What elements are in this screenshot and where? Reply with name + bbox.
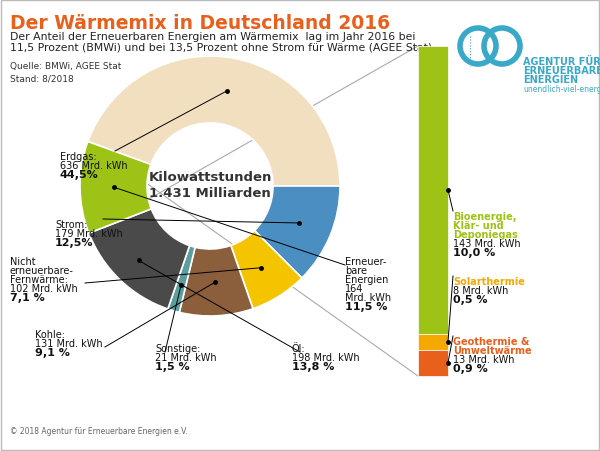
Text: 1.431 Milliarden: 1.431 Milliarden — [149, 187, 271, 200]
Wedge shape — [80, 142, 151, 234]
Wedge shape — [254, 187, 340, 278]
Wedge shape — [89, 209, 190, 309]
Bar — [418, 334, 448, 350]
Text: Solarthermie: Solarthermie — [453, 276, 525, 286]
Text: Öl:: Öl: — [292, 343, 305, 353]
Text: 7,1 %: 7,1 % — [10, 292, 45, 302]
Text: 10,0 %: 10,0 % — [453, 248, 495, 258]
Text: AGENTUR FÜR: AGENTUR FÜR — [523, 57, 600, 67]
Text: 44,5%: 44,5% — [60, 170, 99, 179]
Text: 9,1 %: 9,1 % — [35, 347, 70, 357]
Text: Erneuer-: Erneuer- — [345, 257, 386, 267]
Text: Mrd. kWh: Mrd. kWh — [345, 292, 391, 302]
Text: 13,8 %: 13,8 % — [292, 361, 334, 371]
Text: 1,5 %: 1,5 % — [155, 361, 190, 371]
Wedge shape — [231, 231, 302, 309]
Text: ERNEUERBARE: ERNEUERBARE — [523, 66, 600, 76]
Text: Der Wärmemix in Deutschland 2016: Der Wärmemix in Deutschland 2016 — [10, 14, 390, 33]
Bar — [418, 47, 448, 334]
Text: 102 Mrd. kWh: 102 Mrd. kWh — [10, 283, 78, 293]
Text: Deponiegas: Deponiegas — [453, 230, 518, 239]
Wedge shape — [168, 246, 195, 313]
Text: Fernwärme:: Fernwärme: — [10, 274, 68, 285]
Text: Quelle: BMWi, AGEE Stat
Stand: 8/2018: Quelle: BMWi, AGEE Stat Stand: 8/2018 — [10, 62, 121, 83]
Text: 198 Mrd. kWh: 198 Mrd. kWh — [292, 352, 359, 362]
Text: Energien: Energien — [345, 274, 388, 285]
Text: 12,5%: 12,5% — [55, 238, 94, 248]
Text: Strom:: Strom: — [55, 220, 88, 230]
Text: 11,5 Prozent (BMWi) und bei 13,5 Prozent ohne Strom für Wärme (AGEE Stat): 11,5 Prozent (BMWi) und bei 13,5 Prozent… — [10, 43, 432, 53]
Text: Geothermie &: Geothermie & — [453, 336, 529, 346]
Wedge shape — [88, 57, 340, 187]
Text: 164: 164 — [345, 283, 364, 293]
Text: 0,9 %: 0,9 % — [453, 363, 488, 373]
Text: Bioenergie,: Bioenergie, — [453, 212, 517, 221]
Text: Kohle:: Kohle: — [35, 329, 65, 339]
Text: 143 Mrd. kWh: 143 Mrd. kWh — [453, 239, 521, 249]
Text: 21 Mrd. kWh: 21 Mrd. kWh — [155, 352, 217, 362]
Text: Der Anteil der Erneuerbaren Energien am Wärmemix  lag im Jahr 2016 bei: Der Anteil der Erneuerbaren Energien am … — [10, 32, 415, 42]
Text: 11,5 %: 11,5 % — [345, 301, 388, 311]
Text: bare: bare — [345, 265, 367, 276]
Bar — [418, 350, 448, 376]
Text: Klär- und: Klär- und — [453, 221, 504, 230]
Wedge shape — [179, 246, 253, 316]
Text: 0,5 %: 0,5 % — [453, 295, 487, 304]
Text: Umweltwärme: Umweltwärme — [453, 345, 532, 355]
Text: Kilowattstunden: Kilowattstunden — [148, 171, 272, 184]
Text: 636 Mrd. kWh: 636 Mrd. kWh — [60, 161, 128, 170]
Text: 8 Mrd. kWh: 8 Mrd. kWh — [453, 285, 508, 295]
Text: erneuerbare-: erneuerbare- — [10, 265, 74, 276]
Text: 179 Mrd. kWh: 179 Mrd. kWh — [55, 229, 123, 239]
Text: Erdgas:: Erdgas: — [60, 152, 97, 161]
Text: 13 Mrd. kWh: 13 Mrd. kWh — [453, 354, 515, 364]
Text: Sonstige:: Sonstige: — [155, 343, 200, 353]
Text: 131 Mrd. kWh: 131 Mrd. kWh — [35, 338, 103, 348]
Text: unendlich-viel-energie.de: unendlich-viel-energie.de — [523, 85, 600, 94]
Text: ENERGIEN: ENERGIEN — [523, 75, 578, 85]
Text: © 2018 Agentur für Erneuerbare Energien e.V.: © 2018 Agentur für Erneuerbare Energien … — [10, 426, 188, 435]
Text: Nicht: Nicht — [10, 257, 35, 267]
